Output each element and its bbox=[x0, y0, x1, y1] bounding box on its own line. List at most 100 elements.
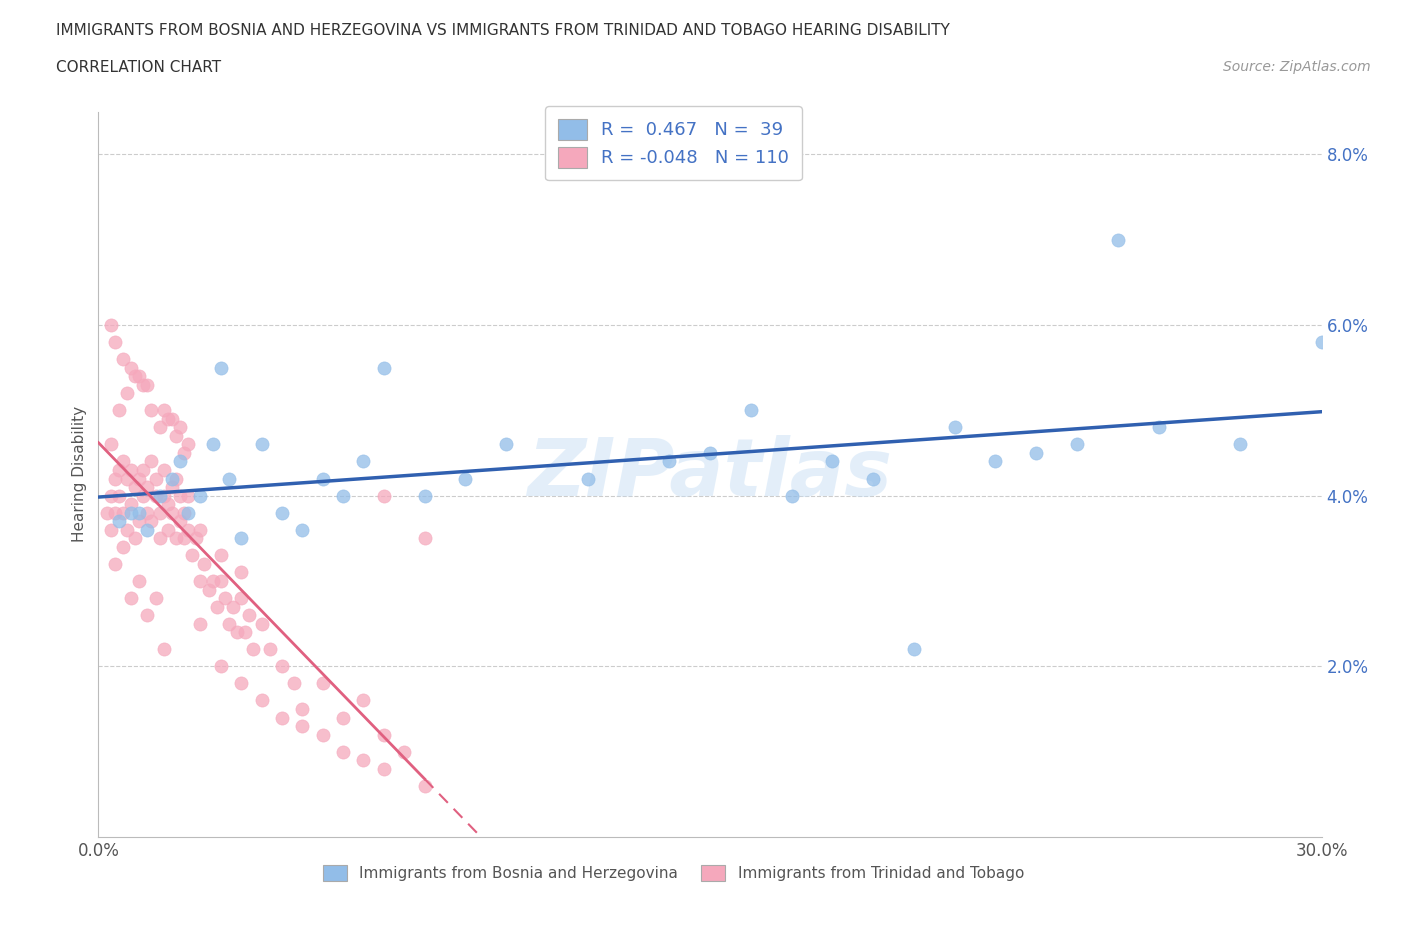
Point bbox=[1147, 420, 1170, 435]
Point bbox=[181, 548, 204, 563]
Point bbox=[145, 591, 167, 605]
Point bbox=[165, 531, 187, 546]
Point bbox=[413, 488, 436, 503]
Point bbox=[108, 488, 131, 503]
Text: CORRELATION CHART: CORRELATION CHART bbox=[56, 60, 221, 75]
Point bbox=[156, 523, 179, 538]
Point bbox=[413, 778, 436, 793]
Point bbox=[231, 565, 253, 580]
Point bbox=[124, 368, 146, 383]
Point bbox=[1107, 232, 1129, 247]
Point bbox=[352, 752, 374, 767]
Point bbox=[120, 497, 142, 512]
Point bbox=[186, 531, 208, 546]
Point bbox=[128, 368, 150, 383]
Point bbox=[149, 531, 172, 546]
Point bbox=[780, 488, 803, 503]
Point bbox=[132, 488, 155, 503]
Point bbox=[209, 574, 232, 589]
Point bbox=[413, 531, 436, 546]
Point bbox=[104, 472, 127, 486]
Point bbox=[160, 411, 183, 426]
Point bbox=[214, 591, 236, 605]
Point bbox=[576, 472, 599, 486]
Point bbox=[111, 352, 134, 366]
Point bbox=[352, 693, 374, 708]
Text: Source: ZipAtlas.com: Source: ZipAtlas.com bbox=[1223, 60, 1371, 74]
Point bbox=[821, 454, 844, 469]
Point bbox=[193, 556, 215, 571]
Point bbox=[136, 523, 159, 538]
Point bbox=[152, 642, 174, 657]
Point bbox=[115, 472, 138, 486]
Point bbox=[373, 762, 395, 777]
Text: IMMIGRANTS FROM BOSNIA AND HERZEGOVINA VS IMMIGRANTS FROM TRINIDAD AND TOBAGO HE: IMMIGRANTS FROM BOSNIA AND HERZEGOVINA V… bbox=[56, 23, 950, 38]
Point bbox=[222, 599, 245, 614]
Point bbox=[250, 693, 273, 708]
Point bbox=[120, 462, 142, 477]
Point bbox=[141, 403, 163, 418]
Point bbox=[984, 454, 1007, 469]
Point bbox=[104, 335, 127, 350]
Point bbox=[108, 513, 131, 528]
Point bbox=[291, 523, 314, 538]
Point bbox=[231, 591, 253, 605]
Point bbox=[943, 420, 966, 435]
Point bbox=[173, 445, 195, 460]
Point bbox=[699, 445, 721, 460]
Point bbox=[100, 523, 122, 538]
Point bbox=[218, 472, 240, 486]
Point bbox=[128, 505, 150, 520]
Point bbox=[332, 488, 354, 503]
Point bbox=[100, 488, 122, 503]
Point bbox=[250, 617, 273, 631]
Point bbox=[188, 617, 212, 631]
Point bbox=[352, 454, 374, 469]
Point bbox=[145, 472, 167, 486]
Point bbox=[149, 488, 172, 503]
Point bbox=[862, 472, 884, 486]
Point bbox=[283, 676, 305, 691]
Point bbox=[188, 523, 212, 538]
Point bbox=[177, 523, 200, 538]
Point bbox=[259, 642, 281, 657]
Point bbox=[250, 437, 273, 452]
Point bbox=[165, 472, 187, 486]
Point bbox=[156, 497, 179, 512]
Point bbox=[312, 472, 335, 486]
Point bbox=[1066, 437, 1088, 452]
Point bbox=[136, 378, 159, 392]
Point bbox=[201, 574, 224, 589]
Point bbox=[96, 505, 118, 520]
Point bbox=[149, 420, 172, 435]
Point bbox=[111, 454, 134, 469]
Text: ZIPatlas: ZIPatlas bbox=[527, 435, 893, 513]
Point bbox=[209, 360, 232, 375]
Point bbox=[104, 556, 127, 571]
Point bbox=[173, 531, 195, 546]
Point bbox=[136, 480, 159, 495]
Point bbox=[201, 437, 224, 452]
Point bbox=[160, 480, 183, 495]
Point bbox=[111, 539, 134, 554]
Point bbox=[111, 505, 134, 520]
Point bbox=[373, 360, 395, 375]
Point bbox=[141, 513, 163, 528]
Point bbox=[100, 317, 122, 332]
Point bbox=[903, 642, 925, 657]
Point bbox=[152, 462, 174, 477]
Point bbox=[100, 437, 122, 452]
Point bbox=[108, 403, 131, 418]
Point bbox=[115, 523, 138, 538]
Point bbox=[373, 488, 395, 503]
Point bbox=[658, 454, 681, 469]
Point bbox=[188, 574, 212, 589]
Point bbox=[152, 488, 174, 503]
Point bbox=[165, 429, 187, 444]
Point bbox=[233, 625, 256, 640]
Point bbox=[120, 360, 142, 375]
Point bbox=[124, 531, 146, 546]
Y-axis label: Hearing Disability: Hearing Disability bbox=[72, 406, 87, 542]
Point bbox=[120, 505, 142, 520]
Point bbox=[156, 411, 179, 426]
